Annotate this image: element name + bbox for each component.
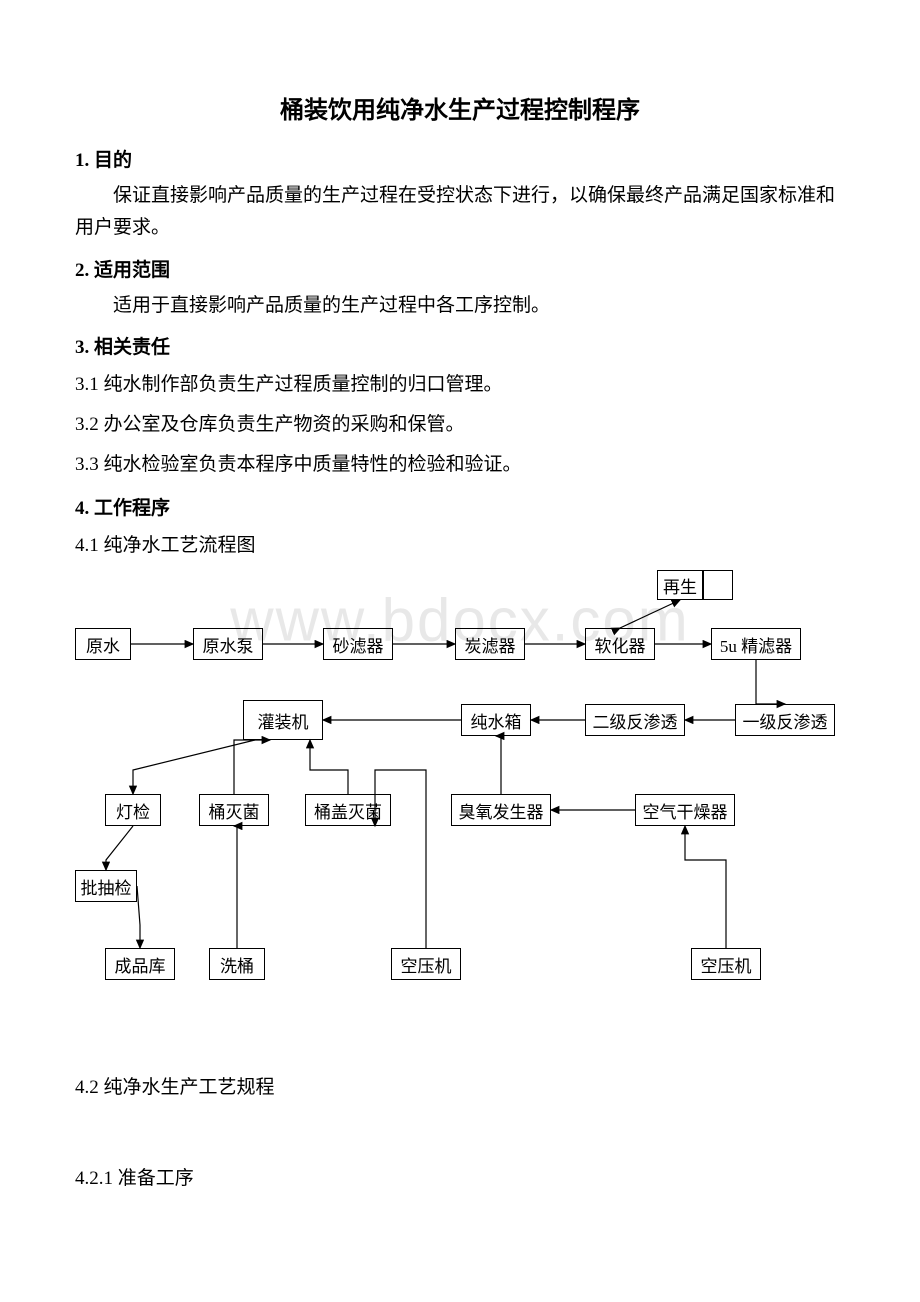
node-bsteril: 桶灭菌: [199, 794, 269, 826]
edge-bsteril-fill: [234, 740, 270, 794]
resp-item-1: 3.1 纯水制作部负责生产过程质量控制的归口管理。: [75, 367, 845, 403]
edge-fine-ro1: [756, 660, 785, 704]
node-fill: 灌装机: [243, 700, 323, 740]
node-dryer: 空气干燥器: [635, 794, 735, 826]
node-comp1: 空压机: [391, 948, 461, 980]
node-lamp: 灯检: [105, 794, 161, 826]
sub-421: 4.2.1 准备工序: [75, 1161, 845, 1197]
node-sample: 批抽检: [75, 870, 137, 902]
page-title: 桶装饮用纯净水生产过程控制程序: [75, 90, 845, 125]
body-purpose: 保证直接影响产品质量的生产过程在受控状态下进行，以确保最终产品满足国家标准和用户…: [75, 180, 845, 245]
node-soft: 软化器: [585, 628, 655, 660]
edge-comp2-dryer: [685, 826, 726, 948]
node-ozone: 臭氧发生器: [451, 794, 551, 826]
node-ro1: 一级反渗透: [735, 704, 835, 736]
heading-responsibility: 3. 相关责任: [75, 332, 845, 359]
node-tank: 纯水箱: [461, 704, 531, 736]
node-csteril: 桶盖灭菌: [305, 794, 391, 826]
edge-lamp-sample: [106, 826, 133, 870]
node-pump: 原水泵: [193, 628, 263, 660]
node-sand: 砂滤器: [323, 628, 393, 660]
heading-scope: 2. 适用范围: [75, 255, 845, 282]
edge-wash-bsteril: [234, 826, 237, 948]
resp-item-3: 3.3 纯水检验室负责本程序中质量特性的检验和验证。: [75, 447, 845, 483]
sub-42: 4.2 纯净水生产工艺规程: [75, 1070, 845, 1106]
node-ro2: 二级反渗透: [585, 704, 685, 736]
edge-soft-regen: [620, 600, 680, 628]
resp-item-2: 3.2 办公室及仓库负责生产物资的采购和保管。: [75, 407, 845, 443]
node-regen2: [703, 570, 733, 600]
edge-fill-lamp: [133, 740, 255, 794]
edge-sample-store: [137, 886, 140, 948]
process-flowchart: 再生原水 原水泵 砂滤器 炭滤器 软化器 5u 精滤器灌装机 纯水箱 二级反渗透 一级反渗透灯检…: [75, 570, 845, 1040]
node-comp2: 空压机: [691, 948, 761, 980]
node-store: 成品库: [105, 948, 175, 980]
node-carbon: 炭滤器: [455, 628, 525, 660]
heading-purpose: 1. 目的: [75, 145, 845, 172]
edge-csteril-fill: [310, 740, 348, 794]
node-fine: 5u 精滤器: [711, 628, 801, 660]
sub-41: 4.1 纯净水工艺流程图: [75, 528, 845, 564]
heading-procedure: 4. 工作程序: [75, 493, 845, 520]
edge-ozone-tank: [496, 736, 501, 794]
node-wash: 洗桶: [209, 948, 265, 980]
body-scope: 适用于直接影响产品质量的生产过程中各工序控制。: [75, 290, 845, 322]
node-regen: 再生: [657, 570, 703, 600]
node-raw: 原水: [75, 628, 131, 660]
